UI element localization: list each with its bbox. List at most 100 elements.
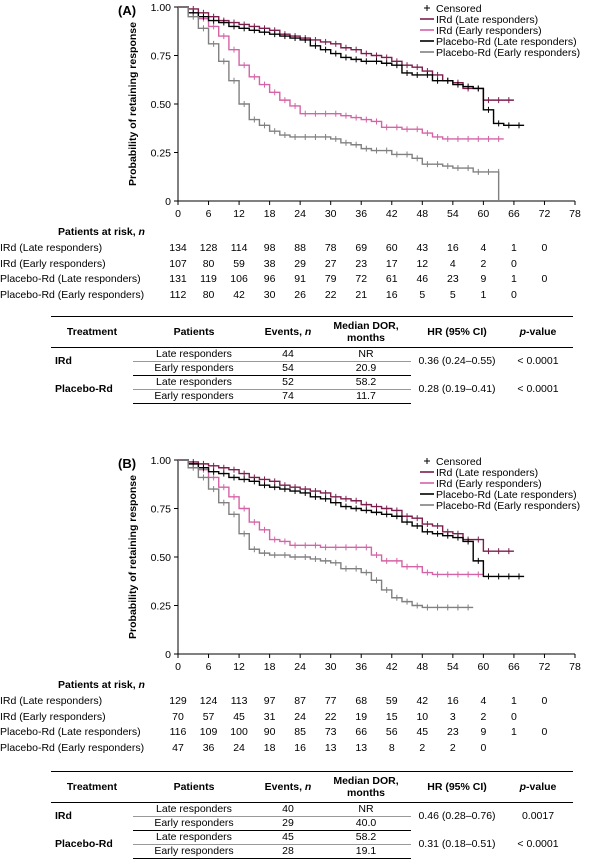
patients-cell: Early responders — [133, 816, 255, 831]
censored-icon — [424, 458, 430, 464]
risk-count: 5 — [419, 288, 426, 301]
pvalue-cell: < 0.0001 — [517, 383, 559, 395]
risk-count: 80 — [202, 257, 215, 270]
median-dor-cell: 11.7 — [321, 389, 411, 404]
y-tick-label: 0.50 — [151, 552, 172, 564]
col-header-dor-line2: months — [347, 787, 385, 799]
x-tick-label: 42 — [386, 661, 398, 673]
col-header-patients: Patients — [173, 326, 215, 338]
events-cell: 52 — [255, 375, 321, 390]
risk-count: 1 — [511, 726, 517, 738]
censored-icon — [424, 5, 430, 11]
table-row: Placebo-Rd Late responders 45 58.2 0.31 (0.1… — [51, 830, 573, 850]
risk-count: 45 — [416, 726, 429, 738]
hr-cell: 0.28 (0.19–0.41) — [418, 383, 496, 395]
risk-count: 61 — [385, 273, 398, 285]
hr-cell: 0.46 (0.28–0.76) — [418, 810, 496, 823]
risk-count: 90 — [263, 726, 276, 738]
median-dor-cell: 58.2 — [321, 375, 411, 390]
risk-count: 0 — [541, 726, 548, 738]
x-tick-label: 42 — [386, 208, 398, 220]
table-row: Early responders 28 19.1 — [51, 844, 573, 859]
risk-count: 129 — [169, 695, 187, 707]
risk-table-header: Patients at risk, n — [58, 679, 145, 691]
col-header-p: p — [519, 781, 527, 793]
risk-count: 46 — [416, 273, 429, 285]
table-row: Early responders 74 11.7 — [51, 389, 573, 404]
series-ird-early — [178, 459, 484, 578]
risk-count: 57 — [202, 710, 215, 723]
table-row: Placebo-Rd Late responders 52 58.2 0.28 (0.1… — [51, 375, 573, 395]
col-header-patients: Patients — [173, 781, 215, 793]
risk-count: 0 — [511, 710, 517, 723]
col-header-pvalue-suffix: -value — [526, 326, 557, 338]
col-header-median-dor: Median DOR, months — [321, 317, 411, 348]
risk-count: 23 — [447, 273, 459, 285]
table-row: IRd Late responders 40 NR 0.46 (0.28–0.76) 0.… — [51, 802, 573, 822]
treatment-cell: IRd — [55, 810, 72, 823]
risk-count: 114 — [230, 242, 248, 254]
x-axis-label: Time from 6-month response landmark to p… — [217, 221, 535, 222]
median-dor-cell: 19.1 — [321, 844, 411, 859]
risk-count: 4 — [480, 242, 487, 254]
col-header-pvalue: p-value — [503, 772, 573, 803]
risk-count: 96 — [263, 273, 276, 285]
risk-count: 42 — [233, 288, 245, 301]
x-tick-label: 24 — [294, 208, 306, 220]
median-dor-cell: 20.9 — [321, 361, 411, 376]
y-tick-label: 0.75 — [151, 51, 172, 63]
patients-cell: Late responders — [133, 802, 255, 817]
series-ird-late — [178, 458, 514, 555]
risk-count: 113 — [230, 695, 248, 707]
risk-row-label: IRd (Early responders) — [0, 257, 106, 270]
survival-curve — [178, 459, 514, 552]
risk-count: 2 — [480, 710, 487, 723]
col-header-hr: HR (95% CI) — [427, 326, 487, 338]
risk-count: 29 — [294, 257, 306, 270]
y-tick-label: 1.00 — [151, 455, 172, 467]
summary-table-b: Treatment Patients Events, n Median DOR, mon… — [51, 771, 573, 859]
risk-count: 30 — [263, 288, 276, 301]
y-tick-label: 1.00 — [151, 2, 172, 14]
risk-count: 128 — [199, 242, 218, 254]
risk-count: 38 — [263, 257, 276, 270]
col-header-dor-line2: months — [347, 332, 385, 344]
risk-count: 13 — [324, 741, 337, 754]
axes: 0 6 12 18 24 30 36 42 48 54 60 66 72 78 0 0.25 0.50 0.75 1… — [151, 2, 581, 220]
risk-count: 0 — [541, 695, 548, 707]
risk-count: 60 — [385, 242, 398, 254]
x-tick-label: 18 — [264, 208, 276, 220]
series-placebo-late — [178, 459, 525, 580]
col-header-pvalue: p-value — [503, 317, 573, 348]
risk-count: 0 — [541, 273, 548, 285]
risk-count: 18 — [263, 741, 276, 754]
x-tick-label: 78 — [569, 208, 581, 220]
patients-cell: Early responders — [133, 389, 255, 404]
col-header-events-n: n — [304, 326, 312, 338]
risk-count: 3 — [449, 710, 456, 723]
risk-count: 107 — [169, 257, 187, 270]
risk-count: 87 — [294, 695, 306, 707]
risk-row-label: IRd (Early responders) — [0, 710, 106, 723]
risk-count: 23 — [447, 726, 459, 738]
risk-count: 2 — [480, 257, 487, 270]
col-header-events: Events, n — [255, 772, 321, 803]
risk-count: 12 — [416, 257, 429, 270]
x-tick-label: 60 — [478, 208, 490, 220]
risk-count: 4 — [449, 257, 456, 270]
risk-count: 69 — [355, 242, 368, 254]
risk-row-label: Placebo-Rd (Late responders) — [0, 726, 141, 738]
risk-count: 2 — [419, 741, 426, 754]
col-header-pvalue-suffix: -value — [526, 781, 557, 793]
risk-count: 66 — [355, 726, 368, 738]
events-cell: 54 — [255, 361, 321, 376]
risk-count: 106 — [230, 273, 248, 285]
y-tick-label: 0.50 — [151, 99, 172, 111]
x-tick-label: 6 — [206, 208, 212, 220]
pvalue-cell: 0.0017 — [521, 810, 555, 823]
risk-count: 47 — [172, 741, 184, 754]
col-header-dor-line1: Median DOR, — [333, 320, 399, 332]
legend-item-label: IRd (Late responders) — [436, 467, 538, 479]
risk-count: 0 — [541, 242, 548, 254]
